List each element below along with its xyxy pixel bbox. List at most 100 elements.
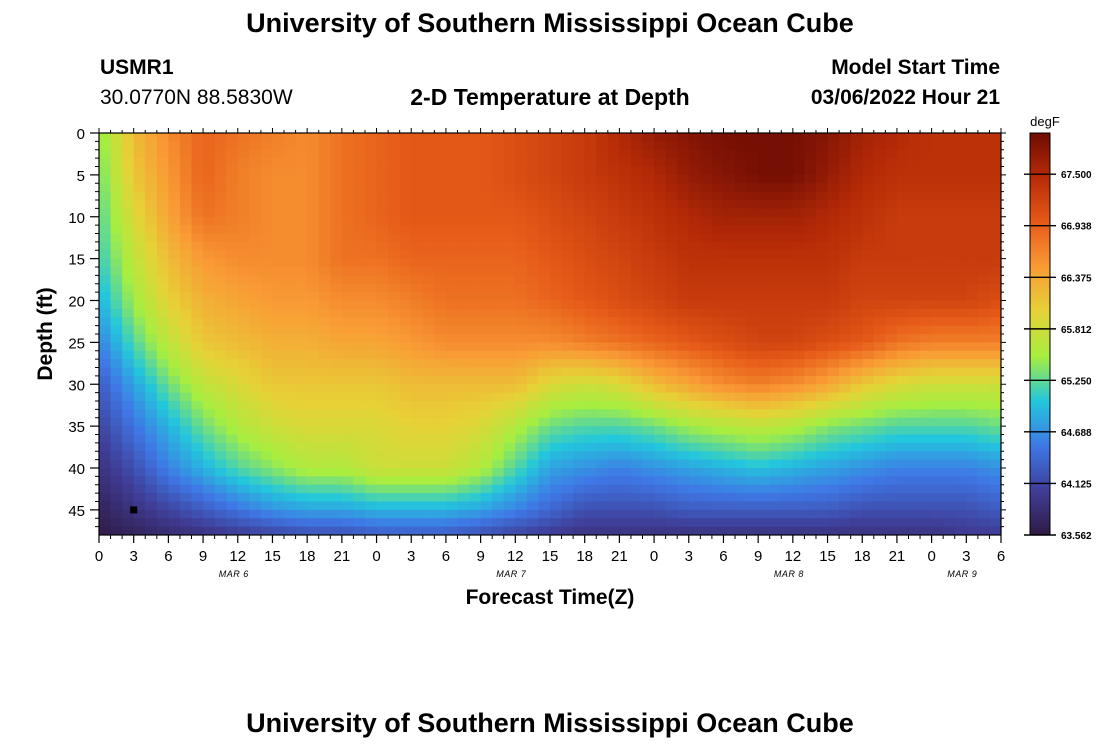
heatmap-cell	[607, 300, 620, 310]
heatmap-cell	[191, 476, 204, 486]
heatmap-cell	[295, 442, 308, 452]
heatmap-cell	[573, 317, 586, 327]
heatmap-cell	[654, 501, 667, 511]
heatmap-cell	[249, 384, 262, 394]
heatmap-cell	[249, 149, 262, 159]
heatmap-cell	[376, 258, 389, 268]
heatmap-cell	[515, 275, 528, 285]
heatmap-cell	[226, 518, 239, 528]
heatmap-cell	[526, 384, 540, 394]
heatmap-cell	[573, 359, 586, 369]
heatmap-cell	[179, 267, 193, 276]
heatmap-cell	[677, 292, 690, 302]
heatmap-cell	[341, 518, 355, 528]
heatmap-cell	[237, 476, 250, 486]
heatmap-cell	[596, 325, 609, 335]
heatmap-cell	[769, 158, 782, 168]
heatmap-cell	[492, 493, 505, 503]
heatmap-cell	[654, 174, 667, 184]
heatmap-cell	[839, 426, 852, 436]
heatmap-cell	[688, 141, 701, 151]
heatmap-cell	[110, 501, 123, 511]
heatmap-cell	[469, 334, 482, 343]
heatmap-cell	[515, 342, 528, 352]
heatmap-cell	[862, 334, 875, 343]
y-tick-label: 45	[68, 503, 85, 520]
heatmap-cell	[526, 468, 540, 477]
heatmap-cell	[735, 166, 748, 176]
heatmap-cell	[480, 526, 493, 535]
heatmap-cell	[839, 166, 852, 176]
heatmap-cell	[295, 241, 308, 251]
heatmap-cell	[272, 468, 285, 477]
heatmap-cell	[977, 292, 991, 302]
heatmap-cell	[827, 409, 840, 419]
heatmap-cell	[503, 417, 516, 427]
heatmap-cell	[885, 225, 898, 235]
heatmap-cell	[168, 509, 181, 519]
heatmap-cell	[480, 375, 493, 385]
heatmap-cell	[272, 509, 285, 519]
heatmap-cell	[966, 501, 979, 511]
station-coordinates: 30.0770N 88.5830W	[100, 86, 293, 109]
heatmap-cell	[168, 426, 181, 436]
heatmap-cell	[920, 350, 933, 360]
heatmap-cell	[850, 334, 863, 343]
heatmap-cell	[388, 183, 401, 193]
heatmap-cell	[168, 267, 181, 276]
heatmap-cell	[989, 468, 1001, 477]
heatmap-cell	[654, 493, 667, 503]
heatmap-cell	[515, 493, 528, 503]
heatmap-cell	[133, 267, 146, 276]
heatmap-cell	[330, 292, 343, 302]
heatmap-cell	[584, 149, 597, 159]
heatmap-cell	[619, 216, 632, 226]
heatmap-cell	[989, 133, 1001, 142]
heatmap-cell	[850, 476, 863, 486]
heatmap-cell	[781, 241, 794, 251]
heatmap-cell	[769, 367, 782, 377]
heatmap-cell	[781, 183, 794, 193]
heatmap-cell	[839, 501, 852, 511]
heatmap-cell	[156, 493, 169, 503]
heatmap-cell	[364, 417, 378, 427]
heatmap-cell	[781, 350, 794, 360]
heatmap-cell	[781, 459, 794, 469]
heatmap-cell	[607, 384, 620, 394]
heatmap-cell	[596, 442, 609, 452]
heatmap-cell	[977, 183, 991, 193]
heatmap-cell	[99, 342, 112, 352]
heatmap-cell	[654, 350, 667, 360]
heatmap-cell	[330, 258, 343, 268]
heatmap-cell	[839, 459, 852, 469]
heatmap-cell	[839, 442, 852, 452]
heatmap-cell	[515, 526, 528, 535]
heatmap-cell	[191, 292, 204, 302]
heatmap-cell	[989, 451, 1001, 461]
heatmap-cell	[711, 509, 725, 519]
heatmap-cell	[908, 267, 921, 276]
heatmap-cell	[908, 501, 921, 511]
heatmap-cell	[677, 241, 690, 251]
heatmap-cell	[422, 258, 435, 268]
heatmap-cell	[353, 526, 366, 535]
heatmap-cell	[353, 317, 366, 327]
heatmap-cell	[214, 501, 227, 511]
heatmap-cell	[711, 275, 725, 285]
heatmap-cell	[538, 434, 551, 444]
heatmap-cell	[434, 267, 447, 276]
heatmap-cell	[688, 334, 701, 343]
heatmap-cell	[619, 392, 632, 402]
heatmap-cell	[168, 183, 181, 193]
heatmap-cell	[607, 317, 620, 327]
heatmap-cell	[168, 484, 181, 494]
heatmap-cell	[272, 267, 285, 276]
heatmap-cell	[815, 426, 829, 436]
heatmap-cell	[110, 509, 123, 519]
heatmap-cell	[896, 183, 910, 193]
heatmap-cell	[307, 300, 320, 310]
heatmap-cell	[630, 191, 644, 201]
heatmap-cell	[515, 158, 528, 168]
heatmap-cell	[920, 392, 933, 402]
heatmap-cell	[388, 367, 401, 377]
